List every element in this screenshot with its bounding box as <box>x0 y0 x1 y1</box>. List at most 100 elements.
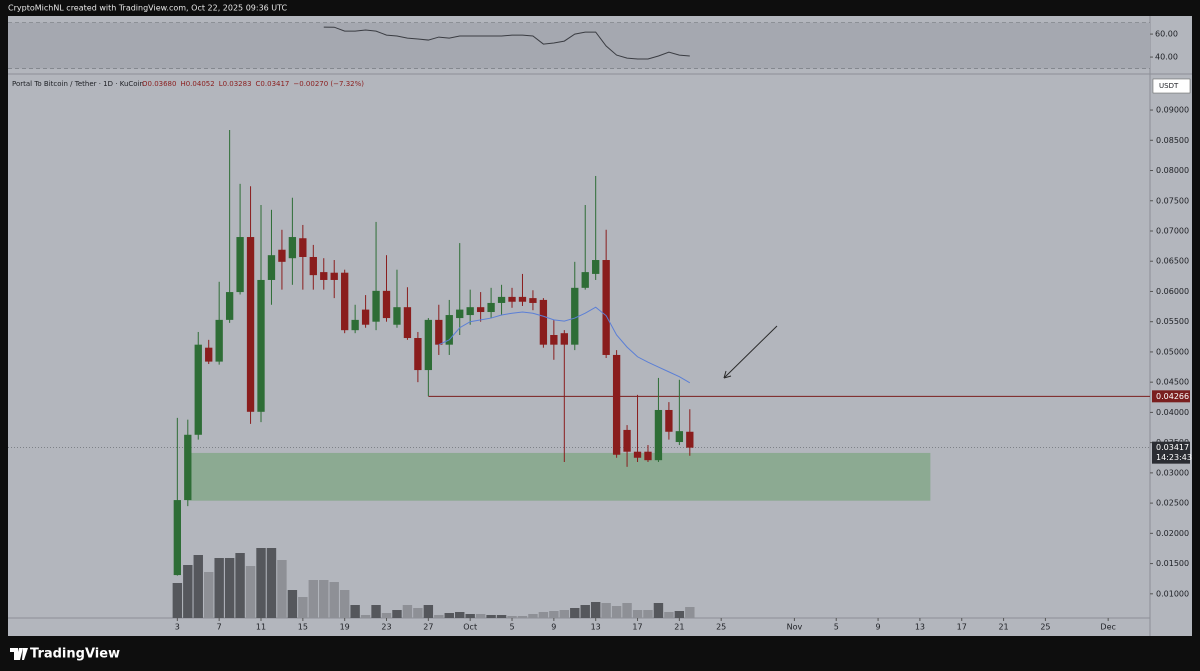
volume-bar <box>277 560 287 618</box>
volume-bar <box>360 615 371 618</box>
x-tick-label: 25 <box>1040 623 1050 632</box>
y-tick-label: 0.01500 <box>1156 559 1189 568</box>
ohlc-value: −0.00270 (−7.32%) <box>293 80 364 88</box>
x-tick-label: 19 <box>340 623 350 632</box>
x-tick-label: 23 <box>381 623 391 632</box>
candle-body <box>215 319 223 362</box>
rsi-line <box>323 26 690 60</box>
volume-bar <box>685 607 695 618</box>
arrow-head <box>723 370 732 379</box>
candle-body <box>665 409 673 432</box>
candle-body <box>466 307 474 316</box>
candle-body <box>424 319 433 371</box>
x-tick-label: 17 <box>957 623 967 632</box>
candle-body <box>330 272 338 280</box>
x-tick-label: 13 <box>915 623 925 632</box>
y-tick-label: 0.01000 <box>1156 589 1189 598</box>
volume-bar <box>423 605 434 618</box>
volume-bar <box>193 555 203 618</box>
candle-body <box>184 434 192 501</box>
volume-bar <box>371 605 381 618</box>
chart-area <box>8 16 1192 636</box>
volume-bar <box>434 615 444 618</box>
volume-bar <box>653 603 664 618</box>
candle-body <box>476 307 485 313</box>
candle-body <box>205 347 213 362</box>
volume-bar <box>413 608 423 618</box>
moving-average <box>438 306 691 384</box>
volume-bar <box>486 615 496 618</box>
arrow-line <box>723 325 778 379</box>
rsi-tick-label: 60.00 <box>1155 30 1178 39</box>
y-tick-label: 0.03000 <box>1156 468 1189 477</box>
candle-body <box>654 409 663 461</box>
candle-body <box>382 290 391 319</box>
x-tick-label: 9 <box>876 623 881 632</box>
candle-body <box>257 279 265 412</box>
volume-bar <box>256 548 266 618</box>
volume-bar <box>570 608 580 618</box>
candle-body <box>403 307 412 339</box>
volume-bar <box>643 610 653 618</box>
y-tick-label: 0.02000 <box>1156 529 1189 538</box>
candle-body <box>675 431 684 443</box>
volume-bar <box>465 614 475 618</box>
volume-bar <box>559 610 570 618</box>
x-tick-label: 7 <box>217 623 222 632</box>
candle-body <box>612 354 621 455</box>
logo: TradingView <box>10 647 120 662</box>
volume-bar <box>538 612 549 618</box>
volume-bar <box>611 606 622 618</box>
support-zone <box>187 452 931 501</box>
volume-bar <box>664 612 674 618</box>
ohlc-value: H0.04052 <box>180 80 214 88</box>
x-tick-label: 21 <box>674 623 684 632</box>
candle-body <box>592 260 600 274</box>
volume-bar <box>632 610 643 618</box>
y-tick-label: 0.07000 <box>1156 226 1189 235</box>
y-tick-label: 0.06500 <box>1156 257 1189 266</box>
y-tick-label: 0.08000 <box>1156 166 1189 175</box>
candle-body <box>550 334 558 345</box>
symbol-legend: Portal To Bitcoin / Tether · 1D · KuCoin <box>12 80 144 88</box>
level-price-box <box>1152 390 1190 403</box>
volume-bar <box>590 602 601 618</box>
volume-bar <box>245 566 256 618</box>
candle-body <box>341 272 349 331</box>
x-tick-label: 27 <box>423 623 433 632</box>
volume-bar <box>339 590 350 618</box>
x-tick-label: Dec <box>1100 623 1115 632</box>
volume-bar <box>172 583 183 618</box>
rsi-tick-label: 40.00 <box>1155 53 1178 62</box>
ohlc-value: C0.03417 <box>256 80 290 88</box>
level-price-label: 0.04266 <box>1156 392 1189 401</box>
x-tick-label: 17 <box>632 623 642 632</box>
countdown-label: 14:23:43 <box>1156 453 1192 462</box>
volume-bar <box>622 603 632 618</box>
volume-bar <box>329 582 339 618</box>
ohlc-value: L0.03283 <box>219 80 252 88</box>
candle-body <box>194 344 202 435</box>
volume-bar <box>266 548 277 618</box>
ohlc-legend: O0.03680 H0.04052 L0.03283 C0.03417 −0.00270… <box>142 80 364 88</box>
candle-body <box>361 309 370 325</box>
candle-body <box>278 249 286 262</box>
y-tick-label: 0.05500 <box>1156 317 1189 326</box>
volume-bar <box>517 616 528 618</box>
volume-bar <box>528 614 538 618</box>
volume-bar <box>601 603 611 618</box>
x-tick-label: 3 <box>175 623 180 632</box>
candle-body <box>644 451 652 461</box>
volume-bar <box>214 558 224 618</box>
candle-body <box>456 309 464 319</box>
candle-body <box>393 307 401 325</box>
candle-body <box>445 315 453 345</box>
candle-body <box>299 238 307 257</box>
volume-bar <box>549 611 559 618</box>
candle-body <box>539 299 548 345</box>
candle-body <box>351 319 359 331</box>
y-tick-label: 0.04000 <box>1156 408 1189 417</box>
last-price-box <box>1152 441 1190 464</box>
y-tick-label: 0.09000 <box>1156 106 1189 115</box>
